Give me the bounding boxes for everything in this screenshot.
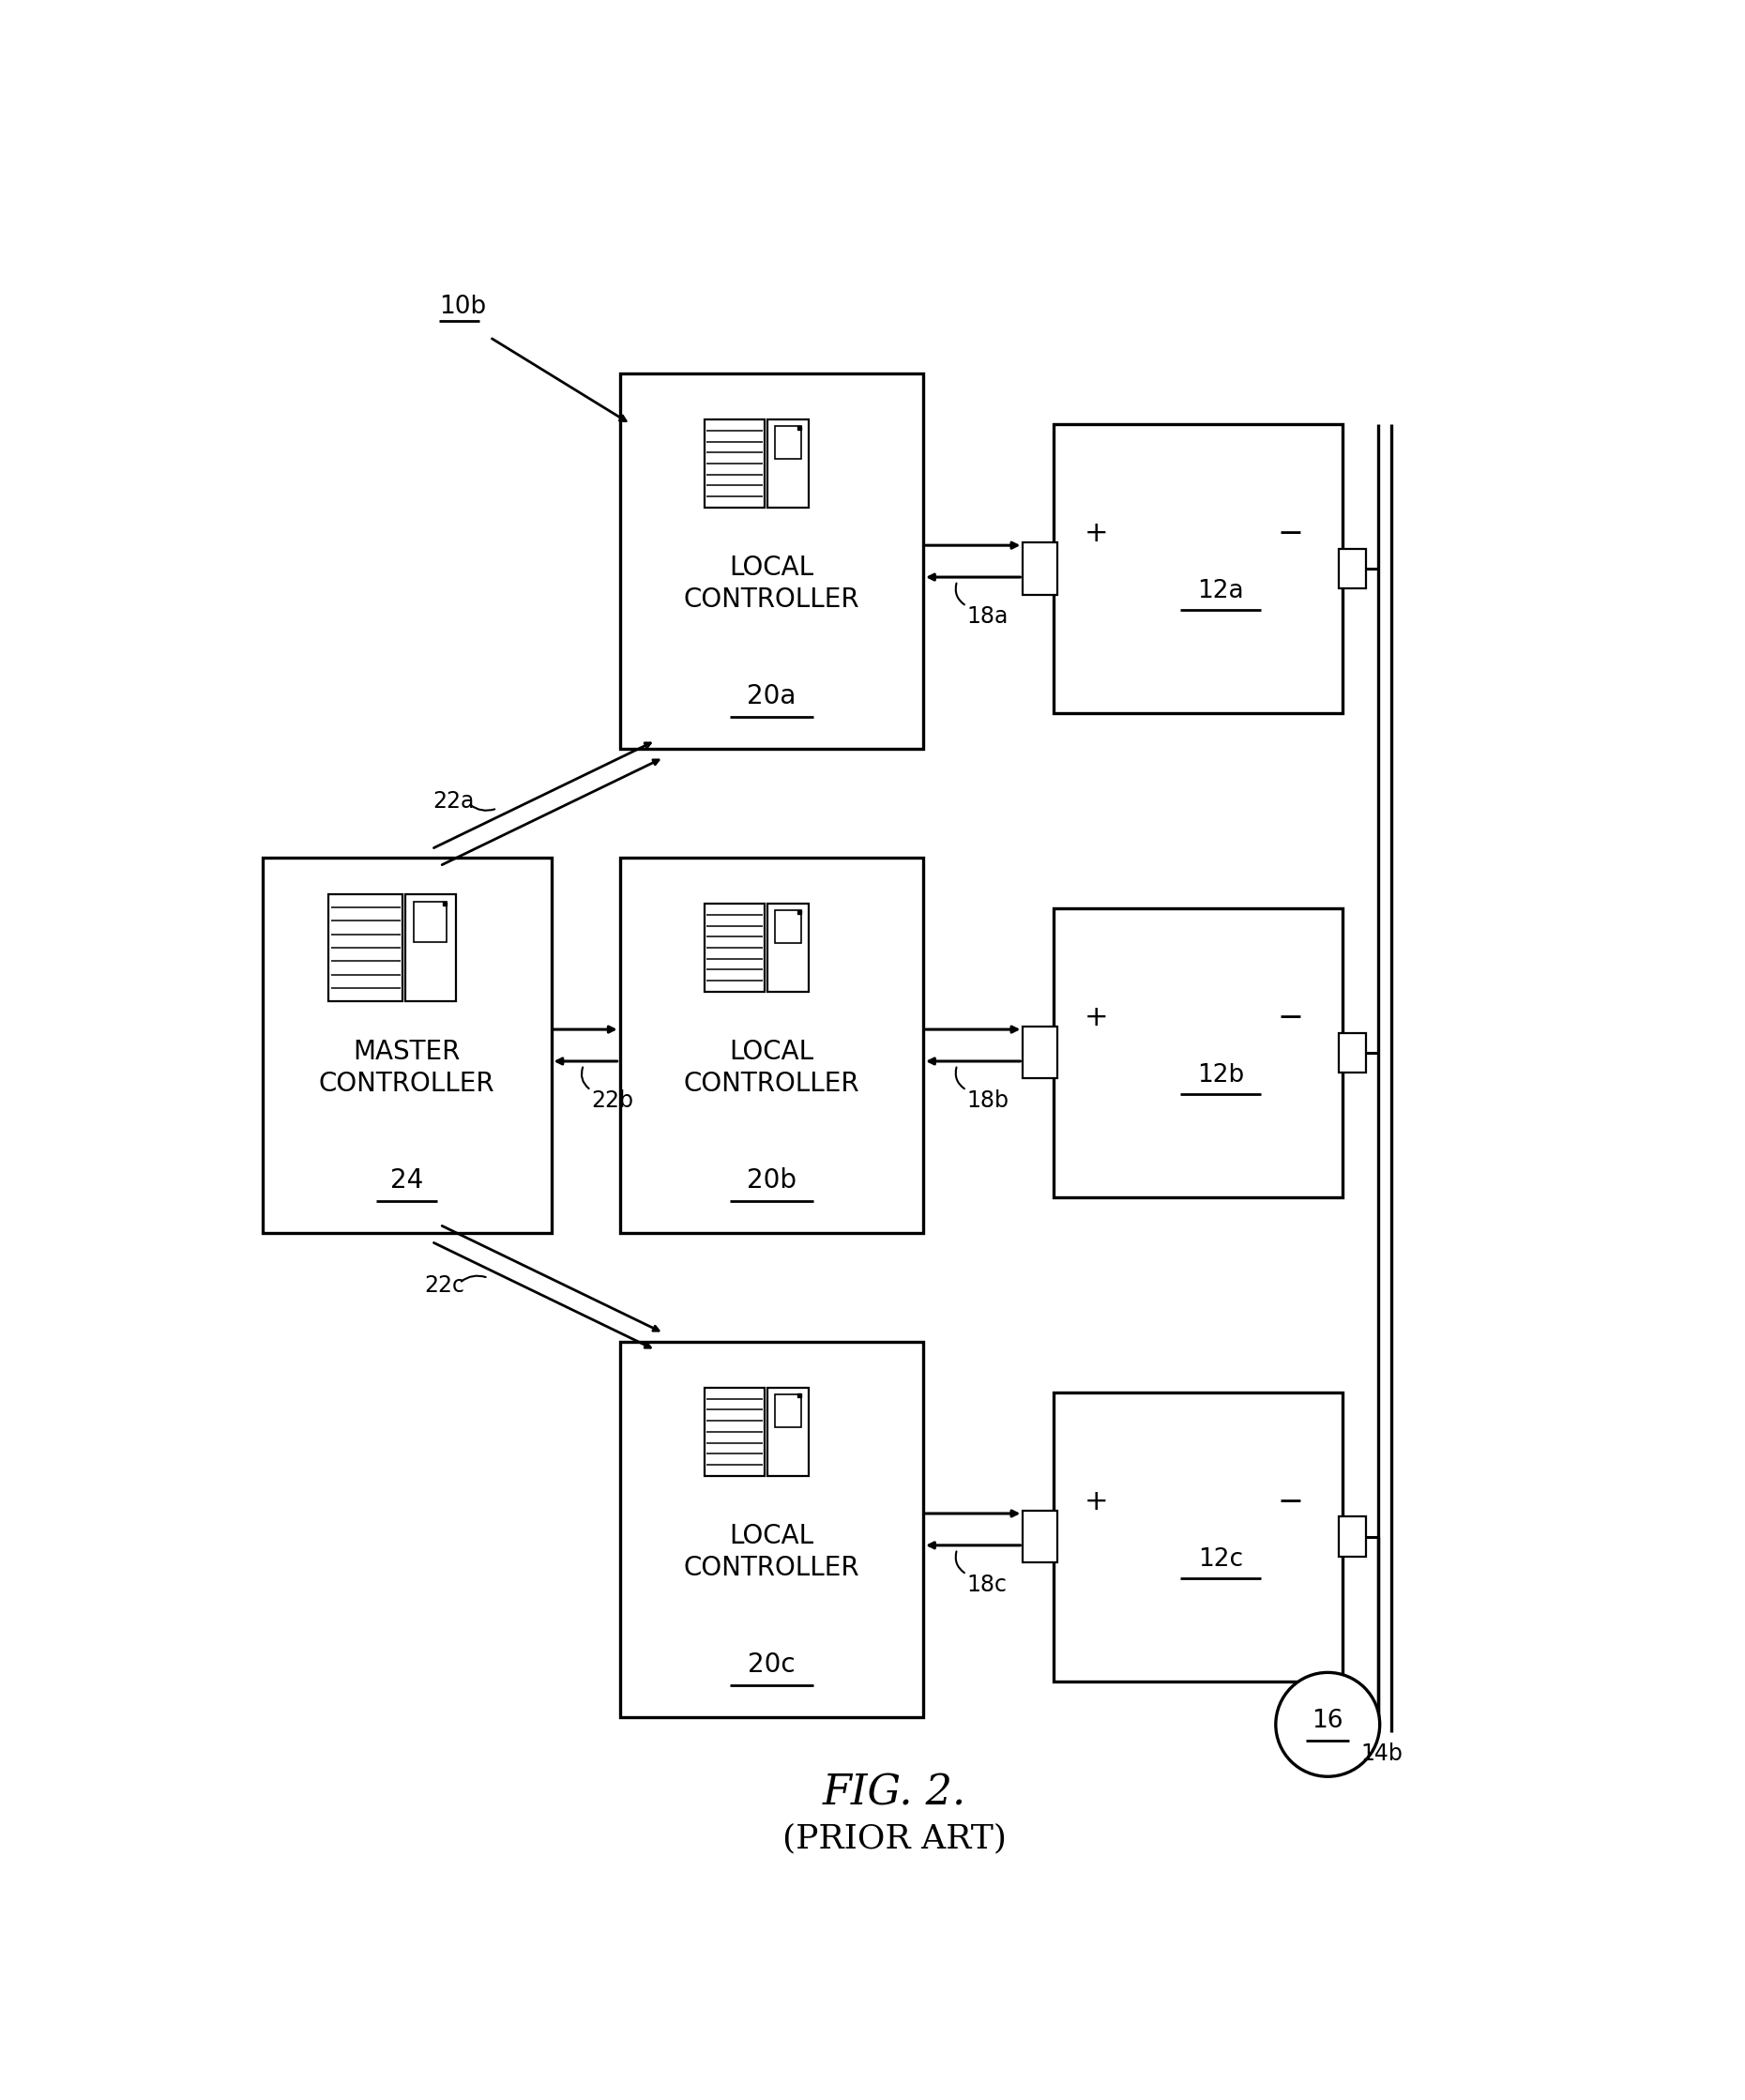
Text: 22b: 22b <box>592 1090 633 1113</box>
Bar <box>1054 424 1342 714</box>
Text: +: + <box>1085 1004 1108 1031</box>
Bar <box>328 895 403 1002</box>
Text: 20c: 20c <box>749 1651 796 1678</box>
Bar <box>1023 542 1057 594</box>
Text: +: + <box>1085 521 1108 548</box>
Text: 12a: 12a <box>1197 580 1244 605</box>
Bar <box>619 374 923 750</box>
Bar <box>1338 1516 1366 1556</box>
Text: LOCAL
CONTROLLER: LOCAL CONTROLLER <box>684 554 860 613</box>
Bar <box>262 857 551 1233</box>
Text: 24: 24 <box>391 1168 424 1193</box>
Bar <box>405 895 455 1002</box>
Text: FIG. 2.: FIG. 2. <box>822 1772 967 1814</box>
Text: +: + <box>1085 1489 1108 1516</box>
Text: MASTER
CONTROLLER: MASTER CONTROLLER <box>319 1040 496 1096</box>
Text: 20a: 20a <box>747 682 796 710</box>
Bar <box>1338 548 1366 588</box>
Text: −: − <box>1277 1487 1304 1518</box>
Bar <box>768 903 808 991</box>
Bar <box>705 1388 764 1476</box>
Text: 22c: 22c <box>424 1275 464 1296</box>
Text: 14b: 14b <box>1361 1743 1403 1764</box>
Text: 18a: 18a <box>967 605 1009 628</box>
Text: (PRIOR ART): (PRIOR ART) <box>782 1823 1007 1854</box>
Bar <box>775 426 801 460</box>
Text: 18c: 18c <box>967 1573 1007 1596</box>
Text: −: − <box>1277 519 1304 550</box>
Bar <box>619 1342 923 1718</box>
Text: 22a: 22a <box>433 790 475 813</box>
Bar <box>705 903 764 991</box>
Text: 16: 16 <box>1312 1709 1344 1732</box>
Bar <box>414 901 447 943</box>
Bar <box>1338 1033 1366 1073</box>
Text: 18b: 18b <box>967 1090 1009 1113</box>
Text: 20b: 20b <box>747 1168 796 1193</box>
Circle shape <box>1276 1672 1380 1777</box>
Bar <box>705 420 764 508</box>
Text: 12b: 12b <box>1197 1063 1244 1088</box>
Bar <box>1054 907 1342 1197</box>
Bar <box>768 420 808 508</box>
Bar <box>768 1388 808 1476</box>
Text: 12c: 12c <box>1199 1548 1244 1573</box>
Bar <box>619 857 923 1233</box>
Text: LOCAL
CONTROLLER: LOCAL CONTROLLER <box>684 1522 860 1581</box>
Text: LOCAL
CONTROLLER: LOCAL CONTROLLER <box>684 1040 860 1096</box>
Bar <box>1054 1392 1342 1682</box>
Bar <box>775 1394 801 1428</box>
Bar <box>1023 1027 1057 1079</box>
Bar <box>1023 1510 1057 1562</box>
Bar <box>775 909 801 943</box>
Text: 10b: 10b <box>440 294 487 319</box>
Text: −: − <box>1277 1002 1304 1033</box>
